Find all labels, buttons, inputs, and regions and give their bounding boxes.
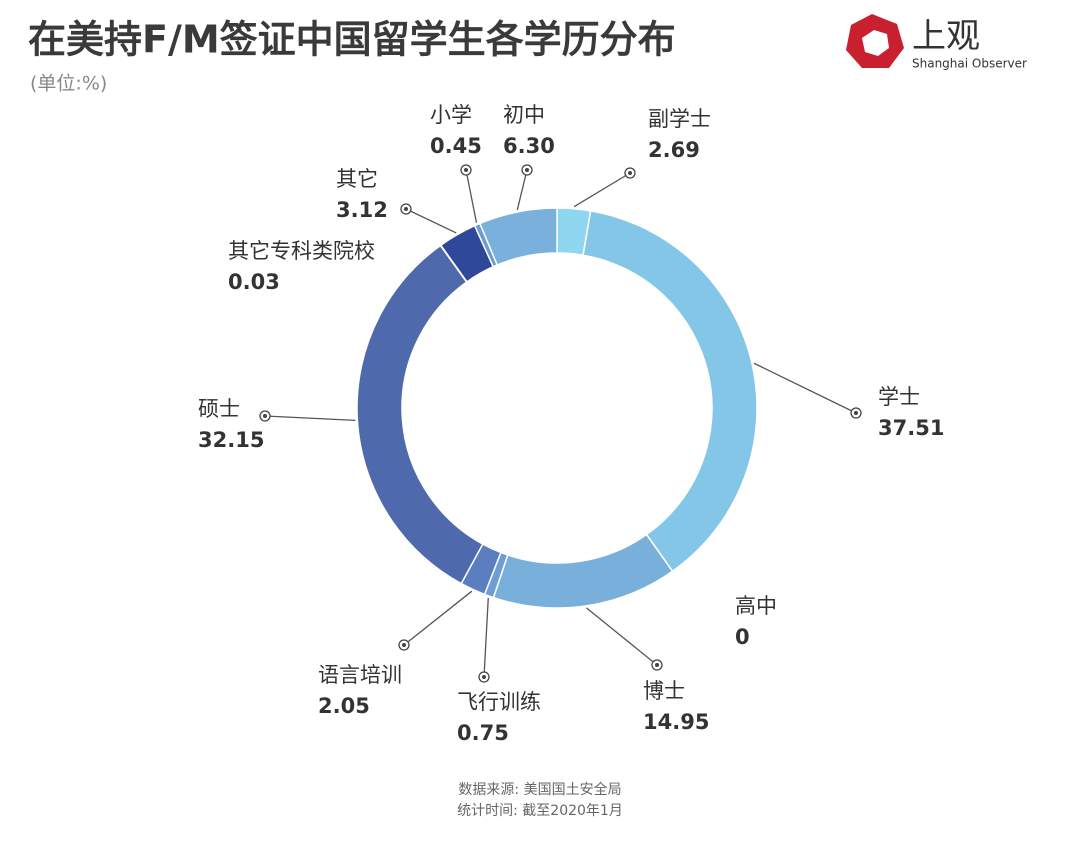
logo-subtitle: Shanghai Observer	[912, 57, 1027, 71]
leader-dot-core	[402, 643, 406, 647]
leader-line	[405, 208, 457, 234]
slice-label: 硕士	[198, 397, 240, 421]
leader-dot-core	[464, 168, 468, 172]
slice-label: 高中	[735, 594, 777, 618]
leader-dot-core	[628, 171, 632, 175]
value-label: 14.95	[643, 710, 709, 734]
slice-label: 语言培训	[318, 663, 402, 687]
leader-line	[753, 362, 857, 414]
value-label: 37.51	[878, 416, 944, 440]
slice	[478, 207, 558, 266]
leader-line	[465, 169, 478, 223]
logo-hole	[862, 30, 889, 56]
source: 数据来源: 美国国土安全局	[458, 781, 621, 798]
slice	[356, 244, 484, 585]
value-label: 0.75	[457, 721, 509, 745]
leader-line	[573, 172, 631, 208]
leader-dot-core	[404, 207, 408, 211]
leader-line	[483, 597, 489, 678]
slice-label: 飞行训练	[457, 690, 541, 714]
chart-subtitle: (单位:%)	[30, 73, 107, 95]
slice	[492, 533, 674, 609]
value-label: 2.69	[648, 138, 700, 162]
slice-label: 副学士	[648, 107, 711, 131]
leader-dot-core	[525, 168, 529, 172]
leader-dot-core	[263, 414, 267, 418]
slice-label: 初中	[503, 103, 545, 127]
slice-label: 博士	[643, 679, 685, 703]
leader-dot-core	[482, 675, 486, 679]
value-label: 0.03	[228, 270, 280, 294]
leader-line	[403, 590, 473, 646]
value-label: 0.45	[430, 134, 482, 158]
value-label: 3.12	[336, 198, 388, 222]
value-label: 6.30	[503, 134, 555, 158]
slice	[582, 209, 758, 573]
logo-text: 上观	[912, 17, 980, 57]
leader-line	[516, 169, 528, 211]
logo: 上观 Shanghai Observer	[846, 14, 1027, 71]
slice-label: 学士	[878, 385, 920, 409]
leader-line	[585, 607, 658, 666]
chart-title: 在美持F/M签证中国留学生各学历分布	[28, 18, 676, 62]
value-label: 2.05	[318, 694, 370, 718]
leader-line	[264, 415, 356, 422]
slice-label: 其它	[336, 167, 378, 191]
slice-label: 其它专科类院校	[228, 239, 375, 263]
slice-label: 小学	[430, 103, 472, 127]
value-label: 32.15	[198, 428, 264, 452]
leader-dot-core	[854, 411, 858, 415]
value-label: 0	[735, 625, 750, 649]
leader-dot-core	[655, 663, 659, 667]
note: 统计时间: 截至2020年1月	[457, 803, 623, 819]
